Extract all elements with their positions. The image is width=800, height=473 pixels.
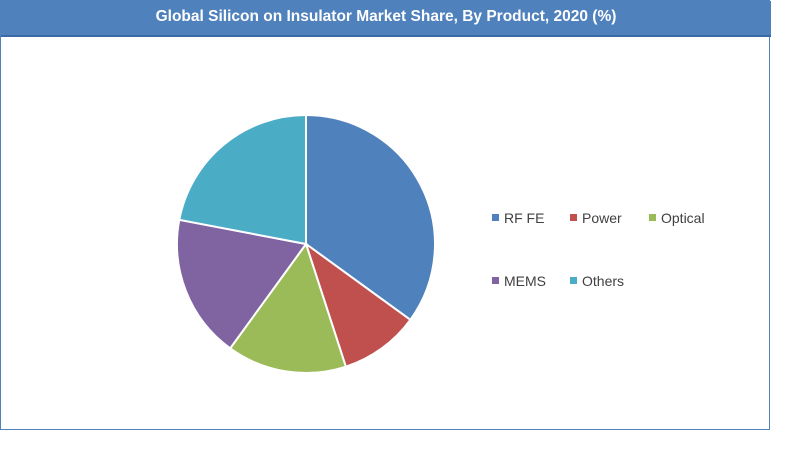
legend-label: Others	[582, 273, 624, 289]
legend-swatch	[492, 277, 499, 284]
legend-item-mems: MEMS	[492, 273, 546, 289]
pie-slice-mems	[176, 218, 308, 350]
legend-swatch	[492, 214, 499, 221]
legend-label: MEMS	[504, 273, 546, 289]
title-bar	[1, 1, 771, 37]
legend-swatch	[649, 214, 656, 221]
legend-label: RF FE	[504, 210, 544, 226]
chart-title: Global Silicon on Insulator Market Share…	[155, 8, 617, 25]
legend-item-others: Others	[570, 273, 624, 289]
chart-frame: Global Silicon on Insulator Market Share…	[0, 0, 771, 430]
legend-label: Optical	[661, 210, 705, 226]
pie-slice-others	[178, 113, 307, 246]
legend-swatch	[570, 214, 577, 221]
legend-item-rf-fe: RF FE	[492, 210, 544, 226]
pie-slice-optical	[228, 241, 348, 374]
legend-swatch	[570, 277, 577, 284]
pie-slice-rf-fe	[305, 113, 436, 322]
legend-item-power: Power	[570, 210, 622, 226]
legend-label: Power	[582, 210, 622, 226]
pie-slices	[176, 113, 436, 374]
legend-item-optical: Optical	[649, 210, 705, 226]
legend: RF FE Power Optical MEMS Others	[492, 210, 705, 289]
pie-slice-power	[304, 241, 412, 368]
